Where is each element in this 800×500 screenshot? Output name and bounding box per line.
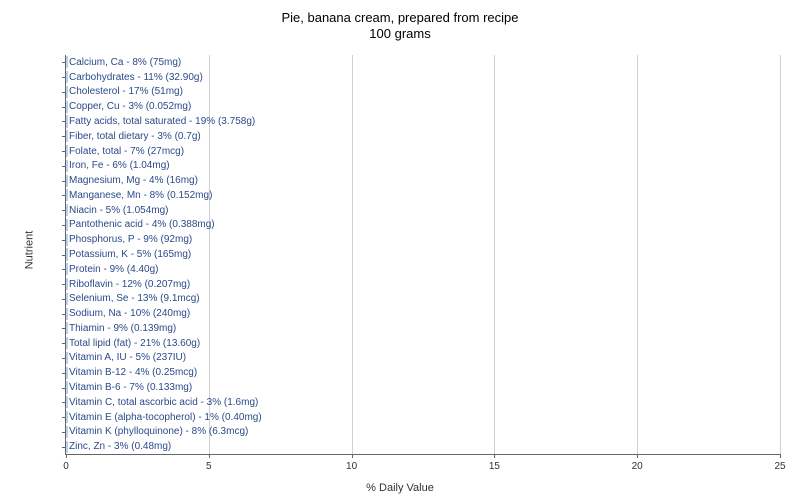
bar-label: Thiamin - 9% (0.139mg) [66,322,176,334]
x-tick-label: 5 [206,461,212,472]
x-tick-label: 20 [632,461,643,472]
bar-label: Manganese, Mn - 8% (0.152mg) [66,189,212,201]
bar-label: Total lipid (fat) - 21% (13.60g) [66,337,200,349]
bar-label: Fatty acids, total saturated - 19% (3.75… [66,115,255,127]
bar-label: Niacin - 5% (1.054mg) [66,204,168,216]
bar-label: Vitamin C, total ascorbic acid - 3% (1.6… [66,396,258,408]
bar-label: Zinc, Zn - 3% (0.48mg) [66,441,171,453]
bar-label: Cholesterol - 17% (51mg) [66,86,183,98]
bar-label: Potassium, K - 5% (165mg) [66,248,191,260]
grid-line [352,55,353,454]
bar-label: Protein - 9% (4.40g) [66,263,159,275]
bar-label: Calcium, Ca - 8% (75mg) [66,56,181,68]
x-tick-label: 25 [774,461,785,472]
chart-title: Pie, banana cream, prepared from recipe … [0,0,800,43]
bar-label: Folate, total - 7% (27mcg) [66,145,184,157]
bar-label: Vitamin E (alpha-tocopherol) - 1% (0.40m… [66,411,262,423]
bar-label: Phosphorus, P - 9% (92mg) [66,234,192,246]
x-axis-title: % Daily Value [366,482,434,494]
bar-label: Vitamin A, IU - 5% (237IU) [66,352,186,364]
chart-container: Pie, banana cream, prepared from recipe … [0,0,800,500]
bar-label: Vitamin B-12 - 4% (0.25mcg) [66,367,197,379]
bar-label: Vitamin B-6 - 7% (0.133mg) [66,381,192,393]
plot-area: 0510152025Calcium, Ca - 8% (75mg)Carbohy… [65,55,780,455]
bar-label: Magnesium, Mg - 4% (16mg) [66,175,198,187]
x-tick [352,454,353,458]
x-tick [209,454,210,458]
chart-title-line1: Pie, banana cream, prepared from recipe [0,10,800,26]
x-tick-label: 0 [63,461,69,472]
bar-label: Selenium, Se - 13% (9.1mcg) [66,293,200,305]
x-tick [494,454,495,458]
grid-line [494,55,495,454]
chart-title-line2: 100 grams [0,26,800,42]
x-tick [66,454,67,458]
bar-label: Riboflavin - 12% (0.207mg) [66,278,190,290]
x-tick-label: 10 [346,461,357,472]
bar-label: Fiber, total dietary - 3% (0.7g) [66,130,201,142]
grid-line [637,55,638,454]
x-tick [637,454,638,458]
x-tick [780,454,781,458]
y-axis-title: Nutrient [23,231,35,270]
bar-label: Pantothenic acid - 4% (0.388mg) [66,219,215,231]
bar-label: Vitamin K (phylloquinone) - 8% (6.3mcg) [66,426,248,438]
grid-line [780,55,781,454]
x-tick-label: 15 [489,461,500,472]
bar-label: Sodium, Na - 10% (240mg) [66,308,190,320]
bar-label: Copper, Cu - 3% (0.052mg) [66,101,191,113]
bar-label: Carbohydrates - 11% (32.90g) [66,71,203,83]
bar-label: Iron, Fe - 6% (1.04mg) [66,160,170,172]
